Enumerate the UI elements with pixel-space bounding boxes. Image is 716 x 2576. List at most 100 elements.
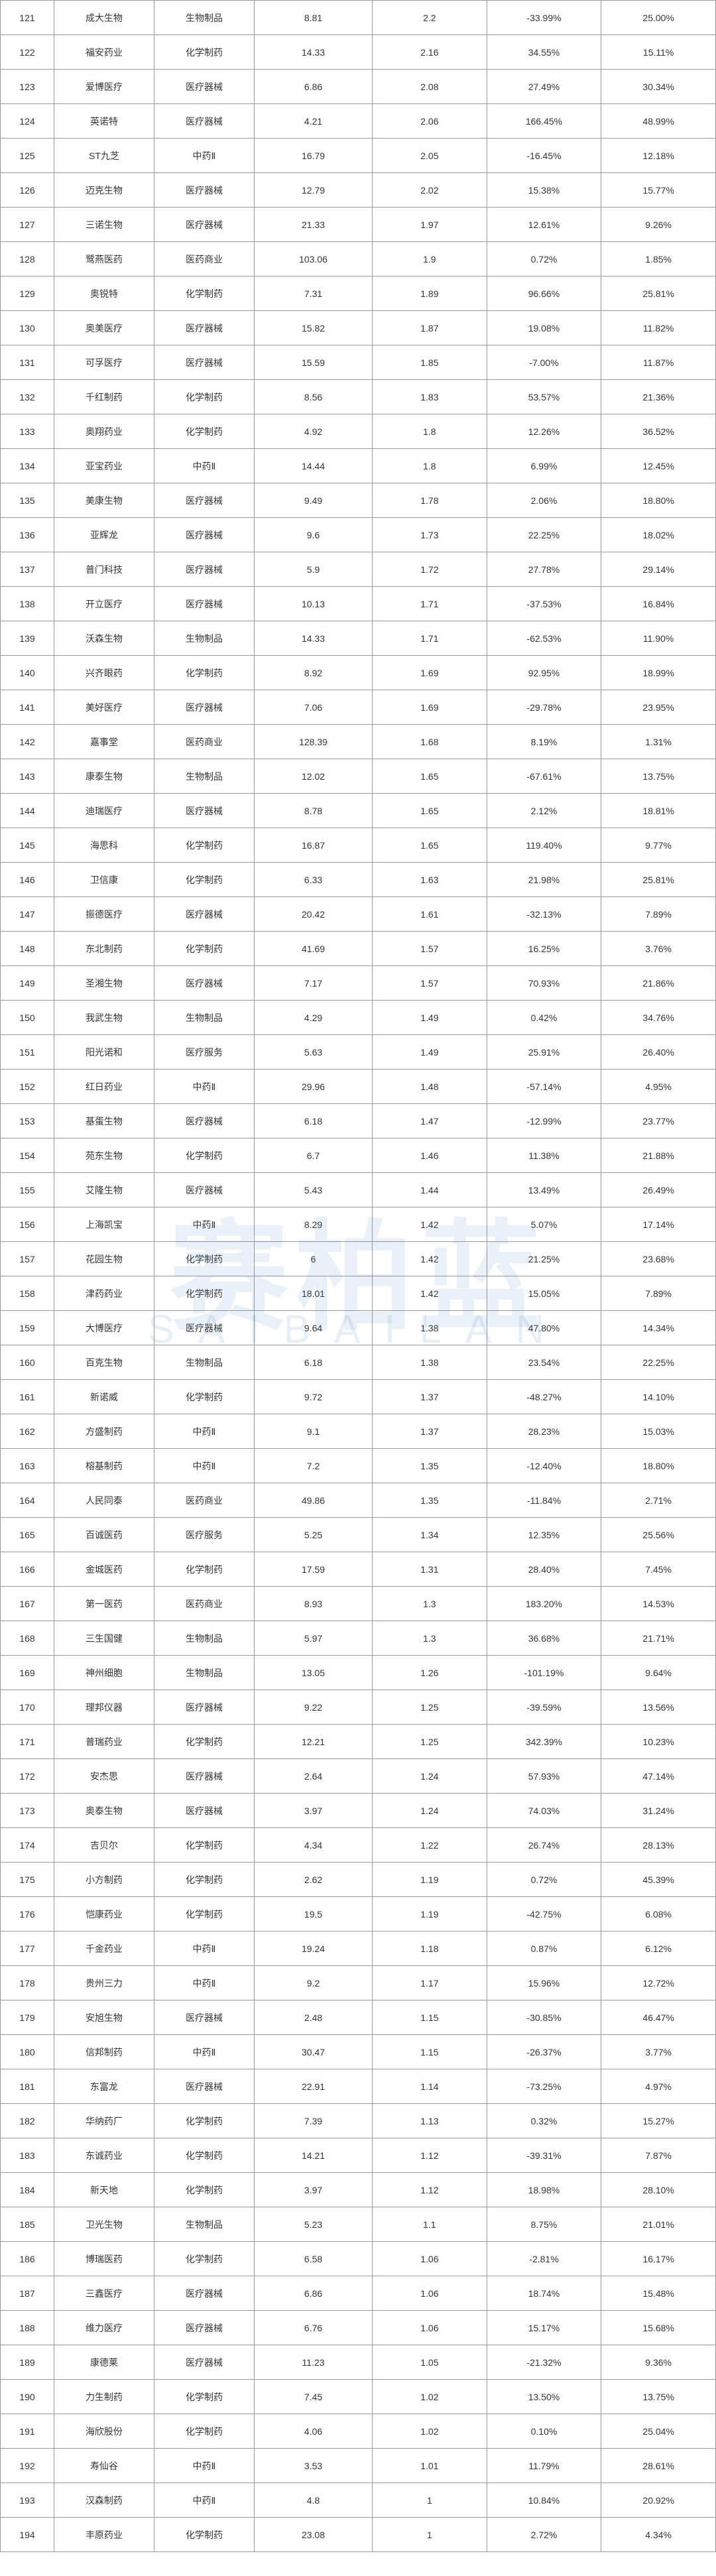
table-cell: 28.23% (487, 1414, 601, 1449)
table-cell: 13.56% (601, 1690, 716, 1725)
table-cell: 1.22 (373, 1828, 487, 1863)
table-cell: -33.99% (487, 1, 601, 35)
table-cell: 1.24 (373, 1794, 487, 1828)
table-cell: 96.66% (487, 276, 601, 311)
table-cell: 康德莱 (54, 2345, 154, 2380)
table-cell: 2.06% (487, 483, 601, 518)
table-cell: 医疗器械 (154, 483, 254, 518)
table-row: 138开立医疗医疗器械10.131.71-37.53%16.84% (1, 587, 716, 621)
table-row: 174吉贝尔化学制药4.341.2226.74%28.13% (1, 1828, 716, 1863)
table-cell: 13.75% (601, 2380, 716, 2414)
table-cell: 1 (373, 2483, 487, 2518)
table-cell: 化学制药 (154, 2380, 254, 2414)
table-cell: 吉贝尔 (54, 1828, 154, 1863)
table-cell: 艾隆生物 (54, 1173, 154, 1207)
table-cell: 46.47% (601, 2000, 716, 2035)
table-row: 182华纳药厂化学制药7.391.130.32%15.27% (1, 2104, 716, 2138)
table-row: 129奥锐特化学制药7.311.8996.66%25.81% (1, 276, 716, 311)
table-cell: 133 (1, 414, 54, 449)
table-cell: 149 (1, 966, 54, 1001)
table-cell: 6.7 (255, 1138, 373, 1173)
table-cell: 167 (1, 1587, 54, 1621)
table-cell: 化学制药 (154, 2138, 254, 2173)
table-cell: 13.49% (487, 1173, 601, 1207)
table-cell: 162 (1, 1414, 54, 1449)
table-row: 157花园生物化学制药61.4221.25%23.68% (1, 1242, 716, 1276)
table-row: 168三生国健生物制品5.971.336.68%21.71% (1, 1621, 716, 1656)
table-cell: 英诺特 (54, 104, 154, 139)
table-row: 162方盛制药中药Ⅱ9.11.3728.23%15.03% (1, 1414, 716, 1449)
table-cell: 1.31 (373, 1552, 487, 1587)
table-cell: 1.06 (373, 2242, 487, 2276)
table-cell: -73.25% (487, 2069, 601, 2104)
table-cell: 20.42 (255, 897, 373, 932)
table-cell: 迈克生物 (54, 173, 154, 208)
table-cell: 128 (1, 242, 54, 276)
table-cell: 18.81% (601, 794, 716, 828)
table-cell: 8.29 (255, 1207, 373, 1242)
table-cell: 1.65 (373, 794, 487, 828)
table-cell: 9.36% (601, 2345, 716, 2380)
table-cell: 医疗器械 (154, 2276, 254, 2311)
table-cell: 可孚医疗 (54, 345, 154, 380)
table-cell: 1.8 (373, 449, 487, 483)
table-cell: 4.34% (601, 2518, 716, 2552)
table-cell: 6 (255, 1242, 373, 1276)
table-row: 176恺康药业化学制药19.51.19-42.75%6.08% (1, 1897, 716, 1932)
table-cell: 5.97 (255, 1621, 373, 1656)
table-cell: 兴齐眼药 (54, 656, 154, 690)
table-cell: 21.25% (487, 1242, 601, 1276)
table-cell: -42.75% (487, 1897, 601, 1932)
table-cell: 生物制品 (154, 1621, 254, 1656)
table-cell: 1.46 (373, 1138, 487, 1173)
table-cell: 美好医疗 (54, 690, 154, 725)
table-row: 172安杰思医疗器械2.641.2457.93%47.14% (1, 1759, 716, 1794)
table-cell: 奥美医疗 (54, 311, 154, 345)
table-cell: 化学制药 (154, 1863, 254, 1897)
table-cell: 1.48 (373, 1070, 487, 1104)
table-cell: 15.38% (487, 173, 601, 208)
table-cell: 1.42 (373, 1207, 487, 1242)
table-row: 142嘉事堂医药商业128.391.688.19%1.31% (1, 725, 716, 759)
table-cell: 1.38 (373, 1345, 487, 1380)
table-cell: 1.63 (373, 863, 487, 897)
table-cell: 1.83 (373, 380, 487, 414)
table-cell: 医疗器械 (154, 1104, 254, 1138)
table-cell: 21.98% (487, 863, 601, 897)
table-cell: 医药商业 (154, 242, 254, 276)
table-cell: 1.25 (373, 1725, 487, 1759)
table-cell: 津药药业 (54, 1276, 154, 1311)
table-cell: 151 (1, 1035, 54, 1070)
table-cell: 1.06 (373, 2311, 487, 2345)
table-cell: -57.14% (487, 1070, 601, 1104)
table-cell: 化学制药 (154, 1138, 254, 1173)
table-cell: 中药Ⅱ (154, 1207, 254, 1242)
table-cell: -67.61% (487, 759, 601, 794)
table-row: 163榕基制药中药Ⅱ7.21.35-12.40%18.80% (1, 1449, 716, 1483)
table-cell: 18.80% (601, 483, 716, 518)
table-cell: 康泰生物 (54, 759, 154, 794)
table-cell: 122 (1, 35, 54, 70)
table-cell: 化学制药 (154, 2173, 254, 2207)
table-cell: 7.89% (601, 897, 716, 932)
table-cell: 汉森制药 (54, 2483, 154, 2518)
table-cell: 1.49 (373, 1035, 487, 1070)
table-cell: 10.13 (255, 587, 373, 621)
table-cell: 146 (1, 863, 54, 897)
table-cell: 166.45% (487, 104, 601, 139)
table-cell: 28.13% (601, 1828, 716, 1863)
table-cell: 化学制药 (154, 1242, 254, 1276)
table-row: 185卫光生物生物制品5.231.18.75%21.01% (1, 2207, 716, 2242)
table-cell: 142 (1, 725, 54, 759)
table-cell: 中药Ⅱ (154, 1966, 254, 2000)
table-cell: 129 (1, 276, 54, 311)
table-cell: 36.68% (487, 1621, 601, 1656)
table-cell: 2.72% (487, 2518, 601, 2552)
table-cell: 21.71% (601, 1621, 716, 1656)
table-cell: 1.05 (373, 2345, 487, 2380)
table-cell: 博瑞医药 (54, 2242, 154, 2276)
table-cell: 6.08% (601, 1897, 716, 1932)
table-cell: 15.59 (255, 345, 373, 380)
table-cell: 29.14% (601, 552, 716, 587)
table-cell: 26.74% (487, 1828, 601, 1863)
